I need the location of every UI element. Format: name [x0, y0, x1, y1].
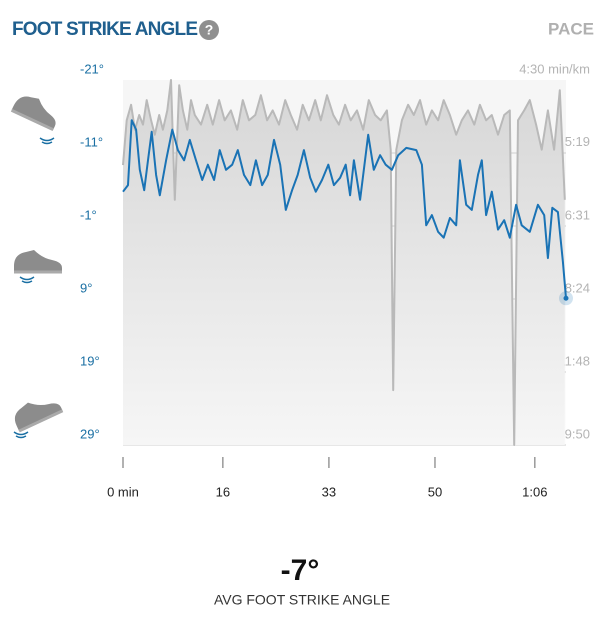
x-tick-label: 16 [216, 484, 230, 499]
y2-tick-label: 4:30 min/km [519, 61, 590, 76]
x-tick-label: 33 [322, 484, 336, 499]
foot-strike-line [122, 119, 567, 299]
y2-tick-label: 19:50 [557, 426, 590, 441]
summary-caption: AVG FOOT STRIKE ANGLE [214, 592, 390, 608]
y-tick-label: -1° [80, 207, 97, 222]
y-tick-label: 29° [80, 426, 100, 441]
end-marker [563, 295, 569, 301]
signal-icon [13, 431, 29, 439]
x-tick-label: 50 [428, 484, 442, 499]
help-icon-text[interactable]: ? [205, 22, 214, 38]
chart-title: FOOT STRIKE ANGLE [12, 19, 197, 40]
x-tick-label: 0 min [107, 484, 139, 499]
y-tick-label: -21° [80, 61, 104, 76]
signal-icon [39, 137, 55, 145]
x-tick-label: 1:06 [522, 484, 547, 499]
heel-strike-icon [10, 96, 56, 132]
forefoot-strike-icon [14, 402, 64, 433]
y2-tick-label: 5:19 [565, 134, 590, 149]
pace-line [122, 79, 566, 446]
midfoot-strike-icon [14, 250, 62, 274]
signal-icon [19, 276, 35, 284]
y-tick-label: 9° [80, 280, 92, 295]
y2-tick-label: 6:31 [565, 208, 590, 223]
summary-value: -7° [281, 554, 320, 587]
pace-area [123, 80, 565, 445]
y2-tick-label: 8:24 [565, 281, 590, 296]
y2-tick-label: 11:48 [558, 354, 590, 369]
help-icon[interactable] [199, 20, 219, 40]
y-tick-label: -11° [80, 134, 103, 149]
y-tick-label: 19° [80, 353, 100, 368]
y2-axis-title: PACE [548, 19, 594, 38]
